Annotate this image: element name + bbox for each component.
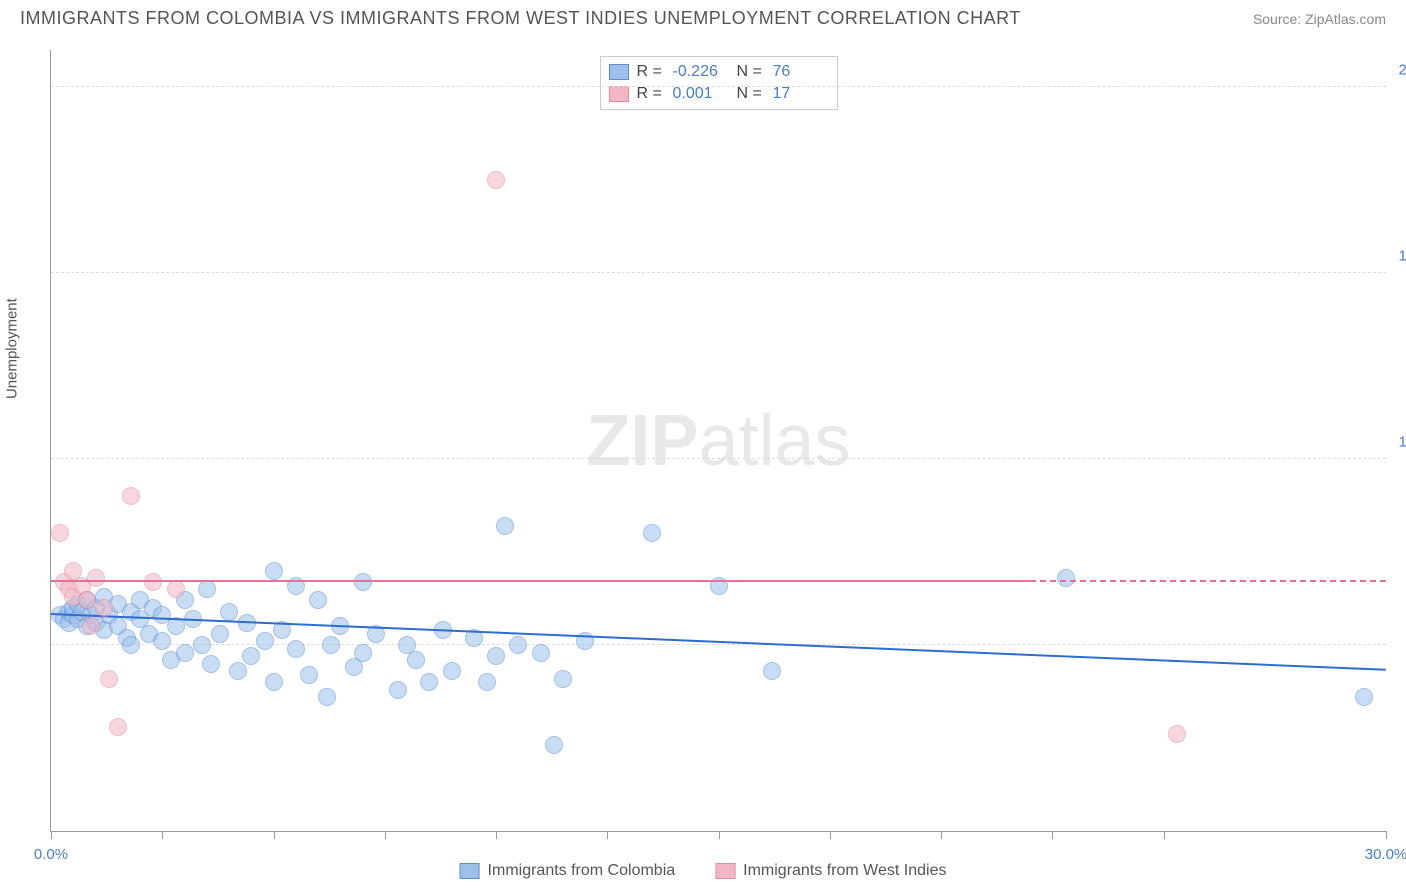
stat-r-label: R = <box>637 63 665 81</box>
chart-area: Unemployment ZIPatlas R =-0.226N =76R =0… <box>50 50 1386 832</box>
data-point <box>287 640 305 658</box>
y-tick-label: 10.0% <box>1398 434 1406 451</box>
chart-source: Source: ZipAtlas.com <box>1253 11 1386 27</box>
x-tick-label: 0.0% <box>34 846 68 863</box>
data-point <box>229 662 247 680</box>
legend-label: Immigrants from Colombia <box>488 862 676 880</box>
data-point <box>322 636 340 654</box>
data-point <box>545 736 563 754</box>
data-point <box>144 573 162 591</box>
stat-r-value: -0.226 <box>673 63 729 81</box>
data-point <box>256 632 274 650</box>
data-point <box>95 599 113 617</box>
watermark: ZIPatlas <box>586 400 850 482</box>
data-point <box>167 580 185 598</box>
grid-line <box>51 272 1386 273</box>
data-point <box>78 591 96 609</box>
x-tick <box>1052 831 1053 839</box>
data-point <box>420 673 438 691</box>
data-point <box>122 636 140 654</box>
legend-swatch <box>715 863 735 879</box>
data-point <box>87 569 105 587</box>
legend-item: Immigrants from Colombia <box>460 862 676 880</box>
data-point <box>51 524 69 542</box>
data-point <box>554 670 572 688</box>
bottom-legend: Immigrants from Colombia Immigrants from … <box>460 862 947 880</box>
data-point <box>487 647 505 665</box>
x-tick <box>941 831 942 839</box>
watermark-zip: ZIP <box>586 401 698 481</box>
data-point <box>763 662 781 680</box>
data-point <box>309 591 327 609</box>
data-point <box>487 171 505 189</box>
y-tick-label: 15.0% <box>1398 248 1406 265</box>
data-point <box>193 636 211 654</box>
stat-row: R = -0.226 N = 76 <box>609 61 829 83</box>
x-tick <box>162 831 163 839</box>
chart-header: IMMIGRANTS FROM COLOMBIA VS IMMIGRANTS F… <box>0 0 1406 33</box>
trend-line <box>51 580 1030 582</box>
correlation-stat-box: R = -0.226 N = 76 R = 0.001 N = 17 <box>600 56 838 110</box>
data-point <box>153 632 171 650</box>
data-point <box>354 644 372 662</box>
x-tick-label: 30.0% <box>1365 846 1406 863</box>
trend-line-dashed <box>1030 580 1386 582</box>
data-point <box>265 562 283 580</box>
data-point <box>318 688 336 706</box>
data-point <box>532 644 550 662</box>
stat-n-value: 17 <box>773 85 829 103</box>
data-point <box>198 580 216 598</box>
data-point <box>509 636 527 654</box>
x-tick <box>385 831 386 839</box>
data-point <box>407 651 425 669</box>
data-point <box>354 573 372 591</box>
data-point <box>122 487 140 505</box>
x-tick <box>51 831 52 839</box>
data-point <box>220 603 238 621</box>
data-point <box>1168 725 1186 743</box>
x-tick <box>719 831 720 839</box>
x-tick <box>830 831 831 839</box>
stat-n-label: N = <box>737 63 765 81</box>
data-point <box>443 662 461 680</box>
data-point <box>1057 569 1075 587</box>
data-point <box>300 666 318 684</box>
data-point <box>242 647 260 665</box>
stat-n-value: 76 <box>773 63 829 81</box>
x-tick <box>1386 831 1387 839</box>
x-tick <box>274 831 275 839</box>
data-point <box>1355 688 1373 706</box>
grid-line <box>51 86 1386 87</box>
stat-r-value: 0.001 <box>673 85 729 103</box>
stat-n-label: N = <box>737 85 765 103</box>
data-point <box>82 617 100 635</box>
data-point <box>496 517 514 535</box>
data-point <box>109 718 127 736</box>
data-point <box>389 681 407 699</box>
watermark-atlas: atlas <box>698 401 850 481</box>
y-tick-label: 20.0% <box>1398 62 1406 79</box>
chart-title: IMMIGRANTS FROM COLOMBIA VS IMMIGRANTS F… <box>20 8 1021 29</box>
grid-line <box>51 458 1386 459</box>
legend-swatch <box>609 64 629 80</box>
stat-r-label: R = <box>637 85 665 103</box>
x-tick <box>496 831 497 839</box>
legend-swatch <box>460 863 480 879</box>
x-tick <box>607 831 608 839</box>
legend-swatch <box>609 86 629 102</box>
legend-label: Immigrants from West Indies <box>743 862 946 880</box>
data-point <box>643 524 661 542</box>
plot-region: ZIPatlas R =-0.226N =76R =0.001N =17 5.0… <box>50 50 1386 832</box>
grid-line <box>51 644 1386 645</box>
legend-item: Immigrants from West Indies <box>715 862 946 880</box>
data-point <box>211 625 229 643</box>
y-axis-label: Unemployment <box>4 298 21 399</box>
data-point <box>100 670 118 688</box>
data-point <box>176 644 194 662</box>
data-point <box>478 673 496 691</box>
x-tick <box>1164 831 1165 839</box>
data-point <box>202 655 220 673</box>
data-point <box>265 673 283 691</box>
